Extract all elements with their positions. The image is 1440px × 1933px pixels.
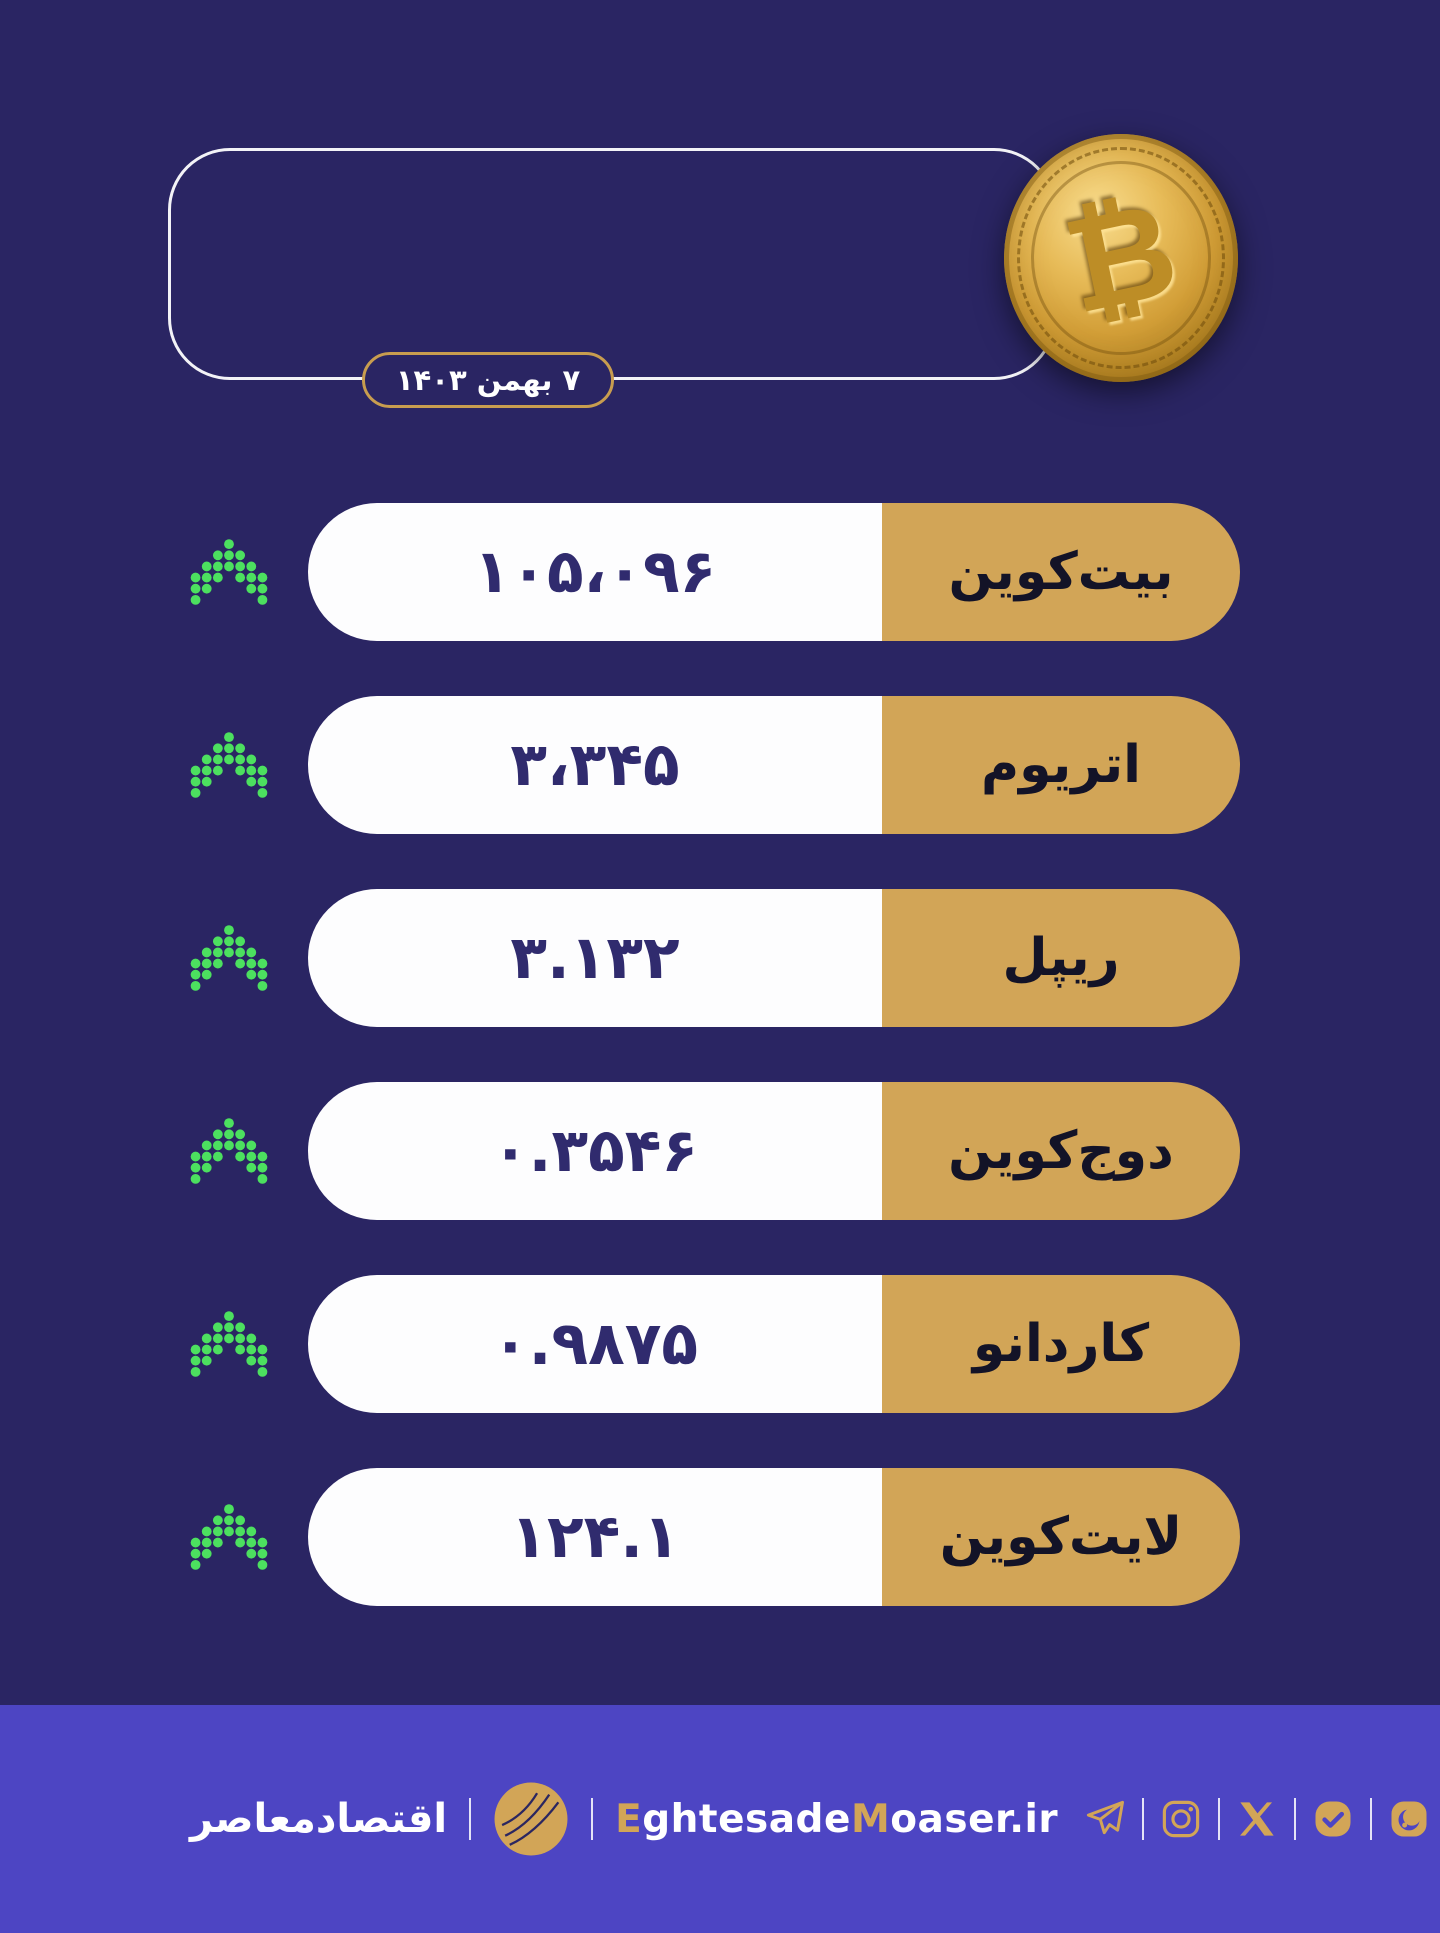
separator [1370, 1798, 1373, 1840]
up-arrow-icon [190, 1503, 268, 1571]
instagram-icon [1160, 1798, 1202, 1840]
separator [1142, 1798, 1145, 1840]
social-icons [1084, 1798, 1440, 1840]
up-arrow-icon [190, 924, 268, 992]
coin-price-value: ۳،۳۴۵ [510, 730, 680, 800]
brand-logo-icon [493, 1781, 569, 1857]
website-url-part: ghtesade [642, 1796, 851, 1842]
coin-name-label: بیت‌کوین [948, 542, 1174, 602]
website-url: EghtesadeMoaser.ir [615, 1797, 1058, 1842]
up-arrow-icon [190, 1117, 268, 1185]
crypto-row: ۳،۳۴۵ اتریوم [0, 696, 1440, 834]
bale-icon [1312, 1798, 1354, 1840]
crypto-row: ۱۰۵،۰۹۶ بیت‌کوین [0, 503, 1440, 641]
footer-bar: اقتصادمعاصر EghtesadeMoaser.ir [0, 1705, 1440, 1933]
coin-name-label: اتریوم [981, 735, 1141, 795]
crypto-row: ۰.۳۵۴۶ دوج‌کوین [0, 1082, 1440, 1220]
eitaa-icon [1388, 1798, 1430, 1840]
price-pill: ۱۰۵،۰۹۶ بیت‌کوین [308, 503, 1240, 641]
coin-price-value: ۱۲۴.۱ [510, 1502, 680, 1572]
separator [1294, 1798, 1297, 1840]
coin-price-value: ۰.۹۸۷۵ [492, 1309, 698, 1379]
coin-name-label: لایت‌کوین [939, 1507, 1183, 1567]
crypto-row: ۱۲۴.۱ لایت‌کوین [0, 1468, 1440, 1606]
coin-price-value: ۳.۱۳۲ [510, 923, 680, 993]
telegram-icon [1084, 1798, 1126, 1840]
bitcoin-symbol-icon: ₿ [1052, 171, 1190, 345]
date-badge: ۷ بهمن ۱۴۰۳ [362, 352, 614, 408]
price-pill: ۳.۱۳۲ ریپل [308, 889, 1240, 1027]
website-url-part: E [615, 1796, 643, 1842]
website-url-part: M [850, 1796, 891, 1842]
crypto-row: ۳.۱۳۲ ریپل [0, 889, 1440, 1027]
coin-name-label: کاردانو [972, 1314, 1150, 1374]
bitcoin-coin-image: ₿ [1004, 134, 1238, 382]
price-pill: ۱۲۴.۱ لایت‌کوین [308, 1468, 1240, 1606]
crypto-row: ۰.۹۸۷۵ کاردانو [0, 1275, 1440, 1413]
coin-price-value: ۱۰۵،۰۹۶ [473, 537, 717, 607]
brand-name-fa: اقتصادمعاصر [190, 1796, 448, 1842]
website-url-part: oaser.ir [890, 1796, 1059, 1842]
crypto-rows: ۱۰۵،۰۹۶ بیت‌کوین ۳،۳۴۵ اتریوم [0, 503, 1440, 1661]
coin-name-label: دوج‌کوین [948, 1121, 1174, 1181]
up-arrow-icon [190, 1310, 268, 1378]
price-pill: ۰.۹۸۷۵ کاردانو [308, 1275, 1240, 1413]
separator [469, 1798, 472, 1840]
price-pill: ۳،۳۴۵ اتریوم [308, 696, 1240, 834]
separator [1218, 1798, 1221, 1840]
coin-name-label: ریپل [1002, 928, 1120, 988]
separator [591, 1798, 594, 1840]
up-arrow-icon [190, 538, 268, 606]
coin-price-value: ۰.۳۵۴۶ [492, 1116, 698, 1186]
up-arrow-icon [190, 731, 268, 799]
price-pill: ۰.۳۵۴۶ دوج‌کوین [308, 1082, 1240, 1220]
x-icon [1236, 1798, 1278, 1840]
